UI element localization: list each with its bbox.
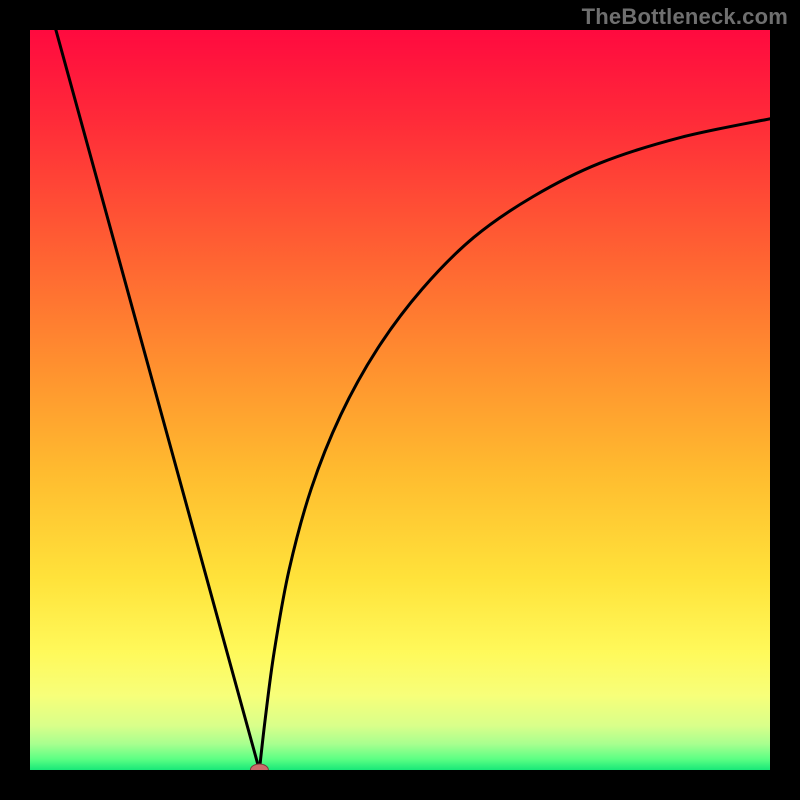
chart-container: TheBottleneck.com	[0, 0, 800, 800]
bottleneck-curve-chart	[0, 0, 800, 800]
chart-gradient-background	[30, 30, 770, 770]
